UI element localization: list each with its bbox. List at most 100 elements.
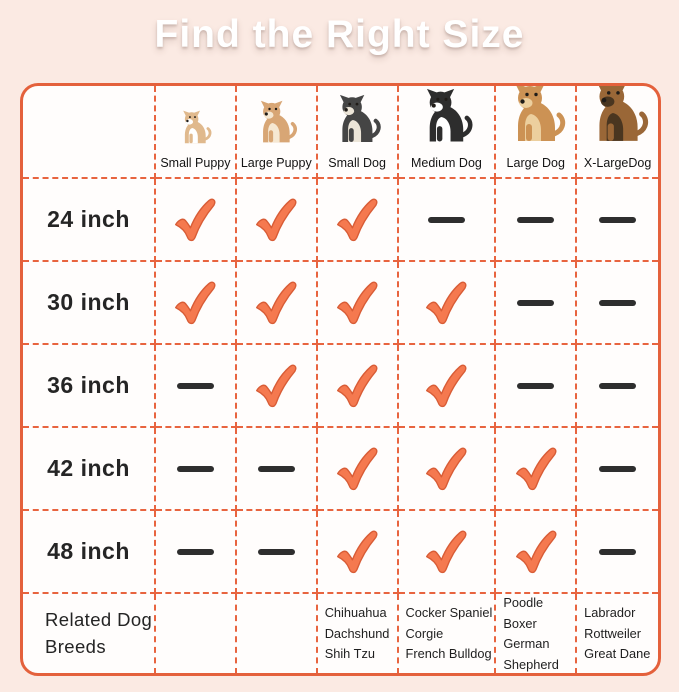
breed-name: Labrador bbox=[584, 605, 636, 621]
row-label: 36 inch bbox=[47, 372, 130, 398]
cell-30-inch-medium-dog bbox=[398, 262, 497, 345]
dash-icon bbox=[517, 299, 555, 306]
breed-name: Boxer bbox=[503, 615, 537, 631]
cell-48-inch-small-puppy bbox=[156, 511, 237, 594]
cell-24-inch-medium-dog bbox=[398, 179, 497, 262]
related-breeds-label: Related Dog Breeds bbox=[45, 609, 153, 658]
dog-image-chihuahua-puppy bbox=[253, 100, 299, 151]
dash-icon bbox=[176, 465, 214, 472]
dog-image-border-collie bbox=[417, 88, 475, 151]
column-label: Large Puppy bbox=[240, 156, 312, 170]
column-header-x-largedog: X-LargeDog bbox=[577, 86, 658, 179]
related-breeds-header: Related Dog Breeds bbox=[23, 594, 156, 673]
page-title: Find the Right Size bbox=[154, 13, 525, 56]
breed-name: Shepherd bbox=[503, 656, 559, 672]
cell-42-inch-medium-dog bbox=[398, 428, 497, 511]
check-icon bbox=[253, 363, 299, 409]
cell-48-inch-large-dog bbox=[496, 511, 578, 594]
column-label: Large Dog bbox=[506, 156, 565, 170]
breeds-cell-small-dog: Chihuahua Dachshund Shih Tzu bbox=[318, 594, 399, 673]
size-chart-grid: Small Puppy Large Puppy Small Dog Medium Do… bbox=[23, 86, 658, 673]
dash-icon bbox=[176, 548, 214, 555]
row-header-30-inch: 30 inch bbox=[23, 262, 156, 345]
cell-48-inch-large-puppy bbox=[236, 511, 318, 594]
dash-icon bbox=[257, 465, 295, 472]
row-label: 48 inch bbox=[47, 538, 130, 564]
dash-icon bbox=[517, 216, 555, 223]
dog-image-german-shepherd bbox=[585, 86, 651, 151]
check-icon bbox=[423, 529, 469, 575]
row-label: 24 inch bbox=[47, 206, 130, 232]
cell-36-inch-large-puppy bbox=[236, 345, 318, 428]
corner-cell bbox=[23, 86, 156, 179]
cell-36-inch-x-largedog bbox=[577, 345, 658, 428]
check-icon bbox=[423, 446, 469, 492]
check-icon bbox=[334, 363, 380, 409]
cell-36-inch-medium-dog bbox=[398, 345, 497, 428]
row-header-24-inch: 24 inch bbox=[23, 179, 156, 262]
cell-36-inch-small-puppy bbox=[156, 345, 237, 428]
dash-icon bbox=[427, 216, 465, 223]
size-chart: Small Puppy Large Puppy Small Dog Medium Do… bbox=[20, 83, 661, 676]
check-icon bbox=[334, 446, 380, 492]
cell-42-inch-large-dog bbox=[496, 428, 578, 511]
check-icon bbox=[334, 280, 380, 326]
cell-30-inch-x-largedog bbox=[577, 262, 658, 345]
row-label: 42 inch bbox=[47, 455, 130, 481]
cell-24-inch-large-dog bbox=[496, 179, 578, 262]
cell-42-inch-x-largedog bbox=[577, 428, 658, 511]
row-label: 30 inch bbox=[47, 289, 130, 315]
check-icon bbox=[423, 280, 469, 326]
breed-name: Dachshund bbox=[324, 625, 390, 641]
column-header-small-dog: Small Dog bbox=[317, 86, 399, 179]
dash-icon bbox=[599, 465, 637, 472]
breed-name: Chihuahua bbox=[324, 605, 387, 621]
cell-24-inch-x-largedog bbox=[577, 179, 658, 262]
cell-24-inch-small-dog bbox=[317, 179, 399, 262]
cell-42-inch-small-dog bbox=[317, 428, 399, 511]
breeds-cell-large-dog: Poodle Boxer German Shepherd bbox=[496, 594, 578, 673]
cell-30-inch-small-puppy bbox=[156, 262, 237, 345]
check-icon bbox=[423, 363, 469, 409]
column-label: X-LargeDog bbox=[583, 156, 652, 170]
check-icon bbox=[334, 197, 380, 243]
breed-name: Poodle bbox=[503, 595, 544, 610]
breeds-cell-medium-dog: Cocker Spaniel Corgie French Bulldog bbox=[399, 594, 497, 673]
breed-name: Great Dane bbox=[584, 646, 651, 662]
cell-48-inch-medium-dog bbox=[398, 511, 497, 594]
check-icon bbox=[513, 529, 559, 575]
cell-36-inch-large-dog bbox=[496, 345, 578, 428]
dash-icon bbox=[599, 382, 637, 389]
check-icon bbox=[253, 197, 299, 243]
breed-name: Corgie bbox=[405, 625, 444, 641]
cell-36-inch-small-dog bbox=[317, 345, 399, 428]
breed-name: Cocker Spaniel bbox=[405, 605, 493, 621]
dash-icon bbox=[257, 548, 295, 555]
cell-42-inch-large-puppy bbox=[236, 428, 318, 511]
cell-24-inch-small-puppy bbox=[156, 179, 237, 262]
check-icon bbox=[172, 280, 218, 326]
column-label: Small Puppy bbox=[160, 156, 231, 170]
dash-icon bbox=[599, 299, 637, 306]
dash-icon bbox=[517, 382, 555, 389]
check-icon bbox=[253, 280, 299, 326]
cell-30-inch-large-dog bbox=[496, 262, 578, 345]
breeds-cell-small-puppy bbox=[156, 594, 237, 673]
dog-image-french-bulldog bbox=[331, 94, 383, 151]
row-header-36-inch: 36 inch bbox=[23, 345, 156, 428]
column-label: Medium Dog bbox=[410, 156, 482, 170]
dog-image-golden-retriever bbox=[504, 86, 568, 151]
breed-name: Shih Tzu bbox=[324, 646, 375, 662]
column-header-large-puppy: Large Puppy bbox=[236, 86, 318, 179]
breeds-cell-x-largedog: Labrador Rottweiler Great Dane bbox=[577, 594, 658, 673]
check-icon bbox=[172, 197, 218, 243]
dog-image-corgi-puppy bbox=[177, 110, 213, 151]
dash-icon bbox=[176, 382, 214, 389]
column-header-small-puppy: Small Puppy bbox=[156, 86, 237, 179]
column-label: Small Dog bbox=[328, 156, 386, 170]
dash-icon bbox=[599, 216, 637, 223]
breed-name: German bbox=[503, 636, 550, 652]
breed-name: French Bulldog bbox=[405, 646, 492, 662]
cell-48-inch-x-largedog bbox=[577, 511, 658, 594]
row-header-48-inch: 48 inch bbox=[23, 511, 156, 594]
